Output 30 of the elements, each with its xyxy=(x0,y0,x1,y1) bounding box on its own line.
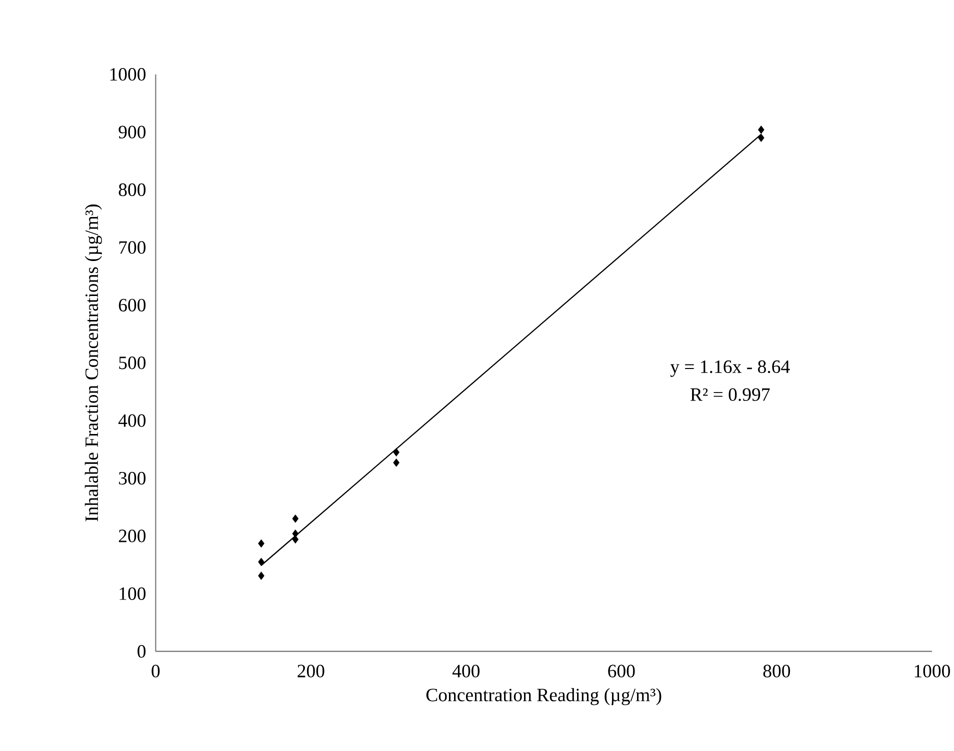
y-tick-label: 700 xyxy=(119,241,146,254)
point xyxy=(758,134,764,142)
annotation: y = 1.16x - 8.64 xyxy=(670,360,790,378)
y-tick-label: 900 xyxy=(118,126,146,139)
y-tick-label: 1000 xyxy=(110,68,146,81)
y-tick-label: 500 xyxy=(119,356,146,370)
y-tick-label: 800 xyxy=(118,184,146,196)
x-tick-label: 200 xyxy=(298,664,324,678)
point xyxy=(258,540,264,548)
y-tick-label: 300 xyxy=(118,472,146,485)
x-tick-label: 0 xyxy=(152,664,160,678)
point xyxy=(393,448,400,457)
point xyxy=(258,572,264,580)
y-tick-label: 600 xyxy=(118,299,146,312)
x-tick-label: 1000 xyxy=(914,664,950,678)
y-tick-label: 0 xyxy=(138,645,146,658)
y-axis-title: Inhalable Fraction Concentrations (µg/m³) xyxy=(84,204,102,522)
x-tick-label: 800 xyxy=(763,664,790,678)
x-tick-label: 400 xyxy=(452,664,480,678)
point xyxy=(292,536,299,544)
point xyxy=(292,514,299,524)
y-tick-label: 100 xyxy=(120,588,146,600)
annotation: R² = 0.997 xyxy=(690,388,770,402)
y-tick-label: 400 xyxy=(118,414,146,428)
point xyxy=(758,126,764,134)
y-tick-label: 200 xyxy=(118,530,146,543)
x-axis-title: Concentration Reading (µg/m³) xyxy=(426,688,662,706)
point xyxy=(393,458,400,468)
x-tick-label: 600 xyxy=(608,664,635,678)
point xyxy=(258,558,264,566)
